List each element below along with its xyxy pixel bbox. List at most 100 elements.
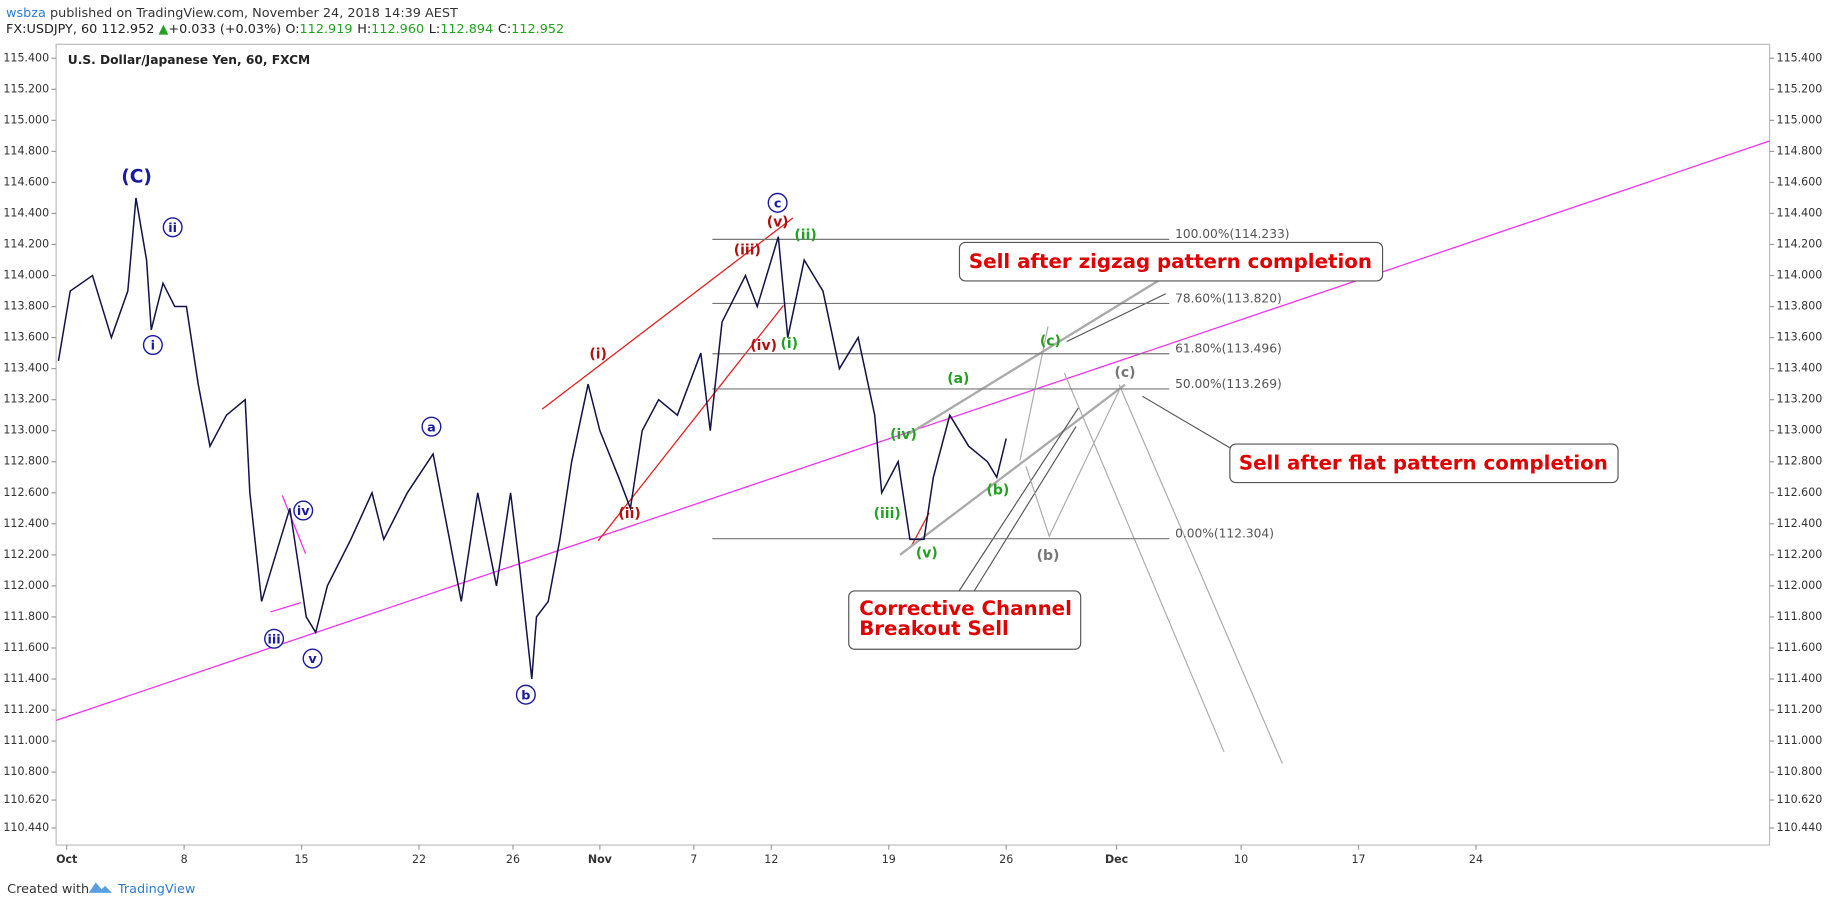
wave-label: iv xyxy=(297,504,310,519)
y-tick-label: 114.600 xyxy=(3,175,49,188)
y-tick-label: 113.800 xyxy=(3,300,49,313)
wave-label: i xyxy=(151,339,155,354)
x-tick-label: 26 xyxy=(999,853,1013,866)
x-tick-label: 22 xyxy=(412,853,426,866)
wave-label: (iv) xyxy=(890,427,917,443)
symbol: FX:USDJPY, 60 xyxy=(6,22,97,37)
x-tick-label: 24 xyxy=(1469,853,1483,866)
y-tick-label: 112.600 xyxy=(1777,486,1823,499)
wave-circle xyxy=(264,628,285,649)
y-tick-label: 114.600 xyxy=(1777,175,1823,188)
created-with: Created with xyxy=(7,882,89,897)
y-tick-label: 114.400 xyxy=(1777,206,1823,219)
wave-label: (v) xyxy=(916,546,938,562)
wave-label: iii xyxy=(267,632,280,647)
wave-circle xyxy=(421,416,442,437)
wave-label: (C) xyxy=(121,167,152,188)
y-tick-label: 115.400 xyxy=(3,51,49,64)
wave-label: (v) xyxy=(767,215,789,231)
ohlc-label: L: xyxy=(429,22,440,37)
chart-title: U.S. Dollar/Japanese Yen, 60, FXCM xyxy=(68,53,310,67)
wave-label: b xyxy=(521,688,530,703)
y-tick-label: 111.800 xyxy=(3,610,49,623)
wave-circle xyxy=(293,500,314,521)
wave-label: (c) xyxy=(1040,334,1061,350)
ohlc-label: H: xyxy=(357,22,371,37)
callout-text: Sell after zigzag pattern completion xyxy=(969,250,1372,273)
x-tick-label: 17 xyxy=(1351,853,1365,866)
y-tick-label: 115.400 xyxy=(1777,51,1823,64)
y-tick-label: 112.000 xyxy=(3,579,49,592)
wave-label: c xyxy=(774,196,782,211)
y-tick-label: 113.200 xyxy=(3,393,49,406)
y-tick-label: 110.800 xyxy=(1777,765,1823,778)
y-tick-label: 111.800 xyxy=(1777,610,1823,623)
wave-label: ii xyxy=(168,221,177,236)
price-line xyxy=(57,197,1007,680)
y-tick-label: 112.000 xyxy=(1777,579,1823,592)
y-tick-label: 113.800 xyxy=(1777,300,1823,313)
x-tick-label: 26 xyxy=(506,853,520,866)
channel-line xyxy=(597,304,784,542)
callout-text: Breakout Sell xyxy=(859,617,1009,640)
brand[interactable]: TradingView xyxy=(117,882,195,897)
channel-line xyxy=(899,383,1126,556)
channel-line xyxy=(541,217,794,410)
last: 112.952 xyxy=(101,22,154,37)
y-tick-label: 114.200 xyxy=(1777,237,1823,250)
wave-circle xyxy=(767,192,788,213)
callout-text: Sell after flat pattern completion xyxy=(1239,451,1608,474)
y-tick-label: 112.400 xyxy=(1777,517,1823,530)
wave-label: (i) xyxy=(780,336,798,352)
fib-label: 50.00%(113.269) xyxy=(1175,377,1282,391)
y-tick-label: 111.400 xyxy=(3,672,49,685)
wave-label: (ii) xyxy=(618,506,640,522)
ohlc: O:112.919 H:112.960 L:112.894 C:112.952 xyxy=(285,22,564,37)
y-tick-label: 111.600 xyxy=(1777,641,1823,654)
y-tick-label: 115.200 xyxy=(1777,82,1823,95)
up-arrow: ▲ xyxy=(158,22,168,37)
fib-label: 61.80%(113.496) xyxy=(1175,342,1282,356)
y-tick-label: 113.600 xyxy=(1777,331,1823,344)
tv-logo xyxy=(88,882,113,893)
y-tick-label: 113.000 xyxy=(3,424,49,437)
x-tick-label: 10 xyxy=(1234,853,1248,866)
wave-circle xyxy=(515,684,536,705)
x-tick-label: 19 xyxy=(882,853,896,866)
wave-label: v xyxy=(308,652,317,667)
wave-circle xyxy=(162,217,183,238)
pointer-line xyxy=(1142,395,1242,456)
callout-text: Corrective Channel xyxy=(859,597,1072,620)
y-tick-label: 113.400 xyxy=(3,362,49,375)
y-tick-label: 111.400 xyxy=(1777,672,1823,685)
wave-label: (c) xyxy=(1114,365,1135,381)
x-tick-label: 7 xyxy=(690,853,697,866)
y-tick-label: 110.440 xyxy=(3,821,49,834)
wave-label: (b) xyxy=(987,483,1010,499)
projection xyxy=(1063,372,1225,753)
header-line: wsbza published on TradingView.com, Nove… xyxy=(6,5,458,20)
wave-label: (iii) xyxy=(874,506,901,522)
change: +0.033 (+0.03%) xyxy=(168,22,281,37)
callout-box xyxy=(848,590,1082,650)
y-tick-label: 110.620 xyxy=(3,793,49,806)
pointer-line xyxy=(1066,293,1167,343)
wave-label: (iv) xyxy=(750,338,777,354)
y-tick-label: 112.600 xyxy=(3,486,49,499)
callout-box xyxy=(958,241,1384,282)
quote-line: FX:USDJPY, 60 112.952 ▲+0.033 (+0.03%) O… xyxy=(6,22,564,37)
x-tick-label: Dec xyxy=(1105,853,1128,866)
wave-label: (ii) xyxy=(794,227,816,243)
wave-label: (i) xyxy=(589,346,607,362)
pointer-line xyxy=(957,407,1079,593)
y-tick-label: 114.200 xyxy=(3,237,49,250)
y-tick-label: 114.800 xyxy=(1777,144,1823,157)
author[interactable]: wsbza xyxy=(6,5,46,20)
published: published on TradingView.com, November 2… xyxy=(50,5,458,20)
y-tick-label: 111.000 xyxy=(1777,734,1823,747)
y-tick-label: 112.200 xyxy=(1777,548,1823,561)
ohlc-value: 112.952 xyxy=(511,22,564,37)
y-tick-label: 114.800 xyxy=(3,144,49,157)
ohlc-label: O: xyxy=(285,22,299,37)
y-tick-label: 112.800 xyxy=(1777,455,1823,468)
